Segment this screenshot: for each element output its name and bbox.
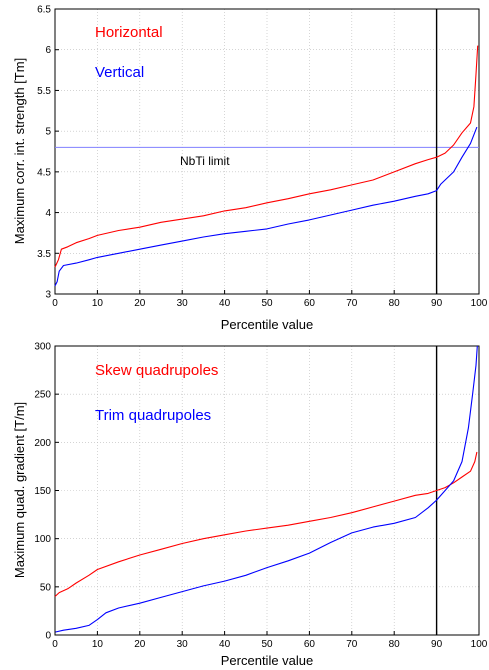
x-tick-label: 90 (431, 639, 443, 650)
series-line-trim-quadrupoles (54, 345, 478, 633)
y-tick-label: 250 (34, 390, 51, 401)
grid (55, 9, 479, 294)
x-tick-label: 10 (92, 298, 104, 309)
x-axis-label: Percentile value (221, 317, 314, 332)
x-tick-label: 60 (304, 639, 316, 650)
x-tick-label: 10 (92, 639, 104, 650)
x-tick-label: 80 (389, 639, 401, 650)
x-tick-label: 40 (219, 298, 231, 309)
chart-panel-bottom: 0 10 20 30 40 50 60 70 80 90 100 0 50 100 150 200 250 300… (12, 342, 488, 669)
y-tick-label: 150 (34, 486, 51, 497)
y-tick-label: 4 (45, 208, 51, 219)
y-tick-label: 6.5 (37, 5, 51, 16)
legend-vertical: Vertical (95, 64, 144, 81)
x-tick-label: 0 (52, 639, 58, 650)
x-axis-label: Percentile value (221, 653, 314, 668)
y-tick-label: 200 (34, 438, 51, 449)
y-tick-label: 3.5 (37, 249, 51, 260)
y-axis-label: Maximum quad. gradient [T/m] (12, 402, 27, 578)
x-tick-label: 50 (261, 298, 273, 309)
y-tick-label: 5.5 (37, 86, 51, 97)
x-tick-label: 100 (471, 298, 488, 309)
y-tick-label: 0 (45, 631, 51, 642)
y-tick-label: 3 (45, 290, 51, 301)
reference-lines: NbTi limit (55, 9, 479, 294)
y-tick-label: 6 (45, 45, 51, 56)
x-tick-label: 40 (219, 639, 231, 650)
y-axis-label: Maximum corr. int. strength [Tm] (12, 58, 27, 244)
series-line-horizontal (54, 45, 479, 268)
y-tick-label: 4.5 (37, 167, 51, 178)
grid (55, 346, 479, 635)
x-tick-label: 70 (346, 639, 358, 650)
x-tick-label: 70 (346, 298, 358, 309)
x-tick-label: 50 (261, 639, 273, 650)
ticks: 0 10 20 30 40 50 60 70 80 90 100 3 3.5 4 4.5 5 5.5 6 6.5 (37, 5, 488, 310)
ticks: 0 10 20 30 40 50 60 70 80 90 100 0 50 100 150 200 250 300 (34, 342, 487, 651)
x-tick-label: 20 (134, 639, 146, 650)
series-line-skew-quadrupoles (54, 451, 478, 597)
x-tick-label: 100 (471, 639, 488, 650)
y-tick-label: 300 (34, 342, 51, 353)
legend-trim-quadrupoles: Trim quadrupoles (95, 407, 211, 424)
chart-panel-top: NbTi limit 0 10 20 30 40 50 60 70 80 90 100 3 3.5 4 4.… (12, 5, 488, 333)
series (54, 345, 478, 633)
nbti-limit-label: NbTi limit (180, 154, 230, 168)
series-line-vertical (54, 126, 478, 287)
x-tick-label: 90 (431, 298, 443, 309)
legend-horizontal: Horizontal (95, 24, 163, 41)
legend-skew-quadrupoles: Skew quadrupoles (95, 362, 218, 379)
y-tick-label: 5 (45, 127, 51, 138)
y-tick-label: 100 (34, 534, 51, 545)
x-tick-label: 0 (52, 298, 58, 309)
x-tick-label: 20 (134, 298, 146, 309)
x-tick-label: 30 (177, 639, 189, 650)
y-tick-label: 50 (40, 582, 52, 593)
series (54, 45, 479, 287)
x-tick-label: 30 (177, 298, 189, 309)
x-tick-label: 60 (304, 298, 316, 309)
x-tick-label: 80 (389, 298, 401, 309)
